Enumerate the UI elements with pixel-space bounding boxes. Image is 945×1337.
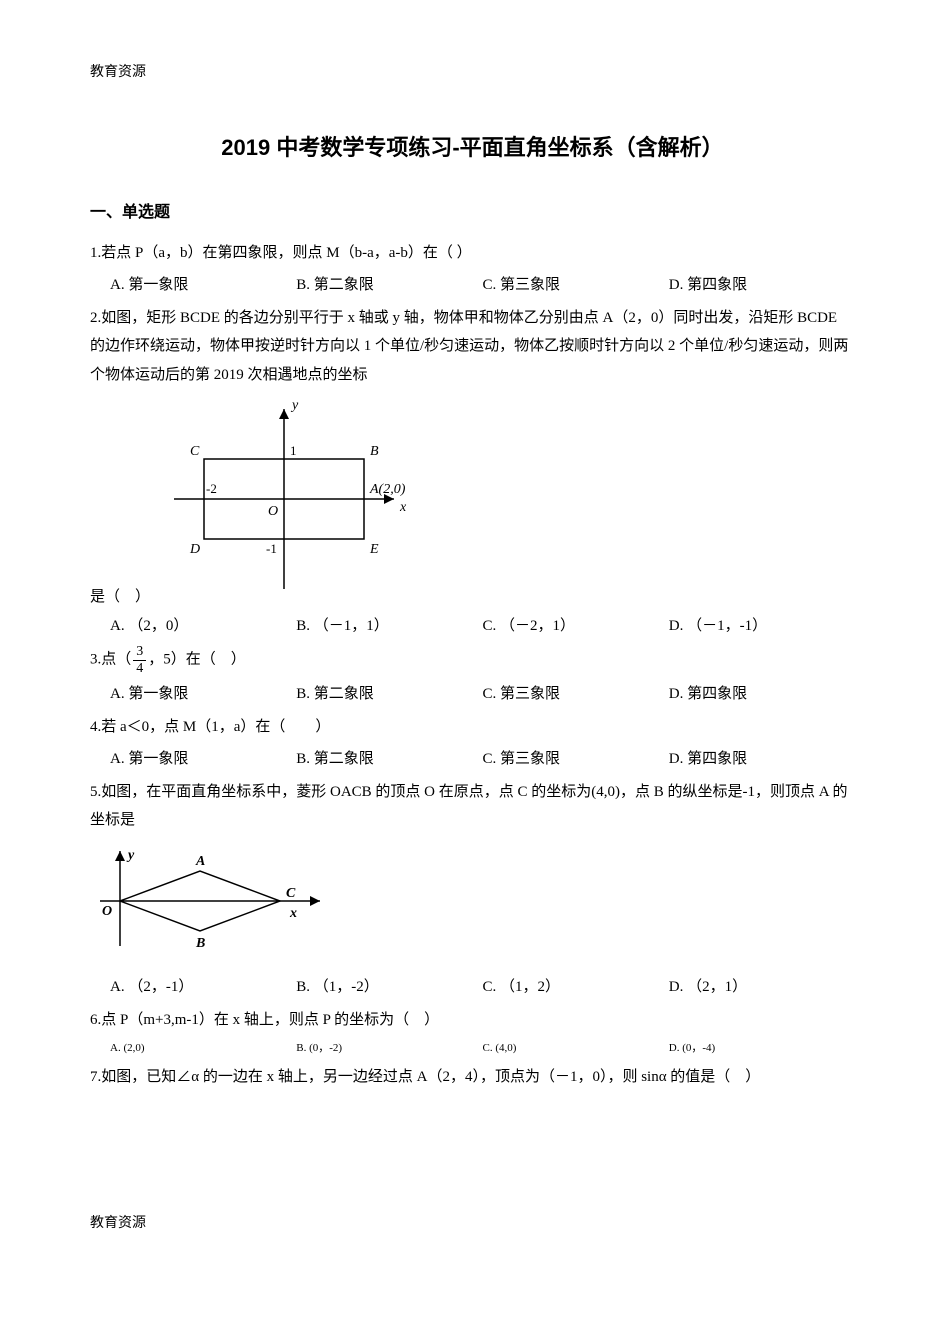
q2-diagram: C B D E A(2,0) O x y 1 -1 -2	[154, 399, 414, 610]
q3-frac-num: 3	[133, 644, 146, 660]
q5-opt-a: A. （2，-1）	[110, 973, 296, 1002]
question-6: 6.点 P（m+3,m-1）在 x 轴上，则点 P 的坐标为（ ）	[90, 1006, 855, 1035]
page-title: 2019 中考数学专项练习-平面直角坐标系（含解析）	[90, 127, 855, 169]
label-a: A(2,0)	[369, 482, 406, 497]
section-1-title: 一、单选题	[90, 198, 855, 228]
label-c: C	[190, 444, 200, 459]
q3-frac-den: 4	[133, 661, 146, 676]
q4-options: A. 第一象限 B. 第二象限 C. 第三象限 D. 第四象限	[110, 745, 855, 774]
q6-text: 6.点 P（m+3,m-1）在 x 轴上，则点 P 的坐标为（ ）	[90, 1012, 439, 1028]
q6-options: A. (2,0) B. (0，-2) C. (4,0) D. (0，-4)	[110, 1038, 855, 1059]
q2-opt-c: C. （－2，1）	[483, 612, 669, 641]
q3-opt-a: A. 第一象限	[110, 680, 296, 709]
q5-text: 5.如图，在平面直角坐标系中，菱形 OACB 的顶点 O 在原点，点 C 的坐标…	[90, 784, 848, 829]
q6-opt-c: C. (4,0)	[483, 1038, 669, 1059]
q5-options: A. （2，-1） B. （1，-2） C. （1，2） D. （2，1）	[110, 973, 855, 1002]
label-b: B	[370, 444, 379, 459]
q3-opt-b: B. 第二象限	[296, 680, 482, 709]
q1-opt-c: C. 第三象限	[483, 271, 669, 300]
label-d: D	[189, 542, 200, 557]
q2-opt-d: D. （－1，-1）	[669, 612, 855, 641]
label-a-q5: A	[195, 854, 205, 869]
q4-opt-c: C. 第三象限	[483, 745, 669, 774]
label-x: x	[399, 500, 407, 515]
tick-ym1: -1	[266, 541, 277, 556]
y-arrow-icon	[279, 409, 289, 419]
q2-diagram-row: 是（ ） C B D E A(2,0) O x y 1 -1	[90, 393, 855, 612]
label-e: E	[369, 542, 379, 557]
q2-opt-b: B. （－1，1）	[296, 612, 482, 641]
q6-opt-d: D. (0，-4)	[669, 1038, 855, 1059]
question-5: 5.如图，在平面直角坐标系中，菱形 OACB 的顶点 O 在原点，点 C 的坐标…	[90, 778, 855, 835]
q2-text: 2.如图，矩形 BCDE 的各边分别平行于 x 轴或 y 轴，物体甲和物体乙分别…	[90, 310, 848, 383]
y-arrow-q5-icon	[115, 851, 125, 861]
q1-text: 1.若点 P（a，b）在第四象限，则点 M（b-a，a-b）在（ ）	[90, 245, 472, 261]
q5-opt-b: B. （1，-2）	[296, 973, 482, 1002]
q3-prefix: 3.点（	[90, 652, 131, 668]
tick-y1: 1	[290, 443, 297, 458]
q1-options: A. 第一象限 B. 第二象限 C. 第三象限 D. 第四象限	[110, 271, 855, 300]
q6-opt-b: B. (0，-2)	[296, 1038, 482, 1059]
question-7: 7.如图，已知∠α 的一边在 x 轴上，另一边经过点 A（2，4），顶点为（－1…	[90, 1063, 855, 1092]
q3-opt-c: C. 第三象限	[483, 680, 669, 709]
q6-opt-a: A. (2,0)	[110, 1038, 296, 1059]
label-y-q5: y	[126, 848, 135, 863]
q5-opt-c: C. （1，2）	[483, 973, 669, 1002]
q1-opt-b: B. 第二象限	[296, 271, 482, 300]
q3-options: A. 第一象限 B. 第二象限 C. 第三象限 D. 第四象限	[110, 680, 855, 709]
label-x-q5: x	[289, 906, 297, 921]
q2-opt-a: A. （2，0）	[110, 612, 296, 641]
q4-opt-d: D. 第四象限	[669, 745, 855, 774]
question-1: 1.若点 P（a，b）在第四象限，则点 M（b-a，a-b）在（ ）	[90, 239, 855, 268]
q5-diagram: O A C B x y	[90, 841, 855, 972]
label-o-q5: O	[102, 904, 112, 919]
q4-text: 4.若 a＜0，点 M（1，a）在（ ）	[90, 719, 330, 735]
q7-text: 7.如图，已知∠α 的一边在 x 轴上，另一边经过点 A（2，4），顶点为（－1…	[90, 1069, 760, 1085]
q4-opt-b: B. 第二象限	[296, 745, 482, 774]
q3-fraction: 34	[133, 644, 146, 676]
page-footer: 教育资源	[90, 1211, 855, 1238]
q1-opt-a: A. 第一象限	[110, 271, 296, 300]
question-2: 2.如图，矩形 BCDE 的各边分别平行于 x 轴或 y 轴，物体甲和物体乙分别…	[90, 304, 855, 390]
q3-opt-d: D. 第四象限	[669, 680, 855, 709]
x-arrow-q5-icon	[310, 896, 320, 906]
label-y: y	[290, 399, 299, 413]
q2-tail: 是（ ）	[90, 583, 150, 612]
label-b-q5: B	[195, 936, 205, 951]
q3-suffix: ，5）在（ ）	[148, 652, 246, 668]
question-4: 4.若 a＜0，点 M（1，a）在（ ）	[90, 713, 855, 742]
label-o: O	[268, 504, 278, 519]
tick-xm2: -2	[206, 481, 217, 496]
q1-opt-d: D. 第四象限	[669, 271, 855, 300]
question-3: 3.点（34，5）在（ ）	[90, 644, 855, 676]
page-header: 教育资源	[90, 60, 855, 87]
q2-options: A. （2，0） B. （－1，1） C. （－2，1） D. （－1，-1）	[110, 612, 855, 641]
label-c-q5: C	[286, 886, 296, 901]
q5-opt-d: D. （2，1）	[669, 973, 855, 1002]
q4-opt-a: A. 第一象限	[110, 745, 296, 774]
